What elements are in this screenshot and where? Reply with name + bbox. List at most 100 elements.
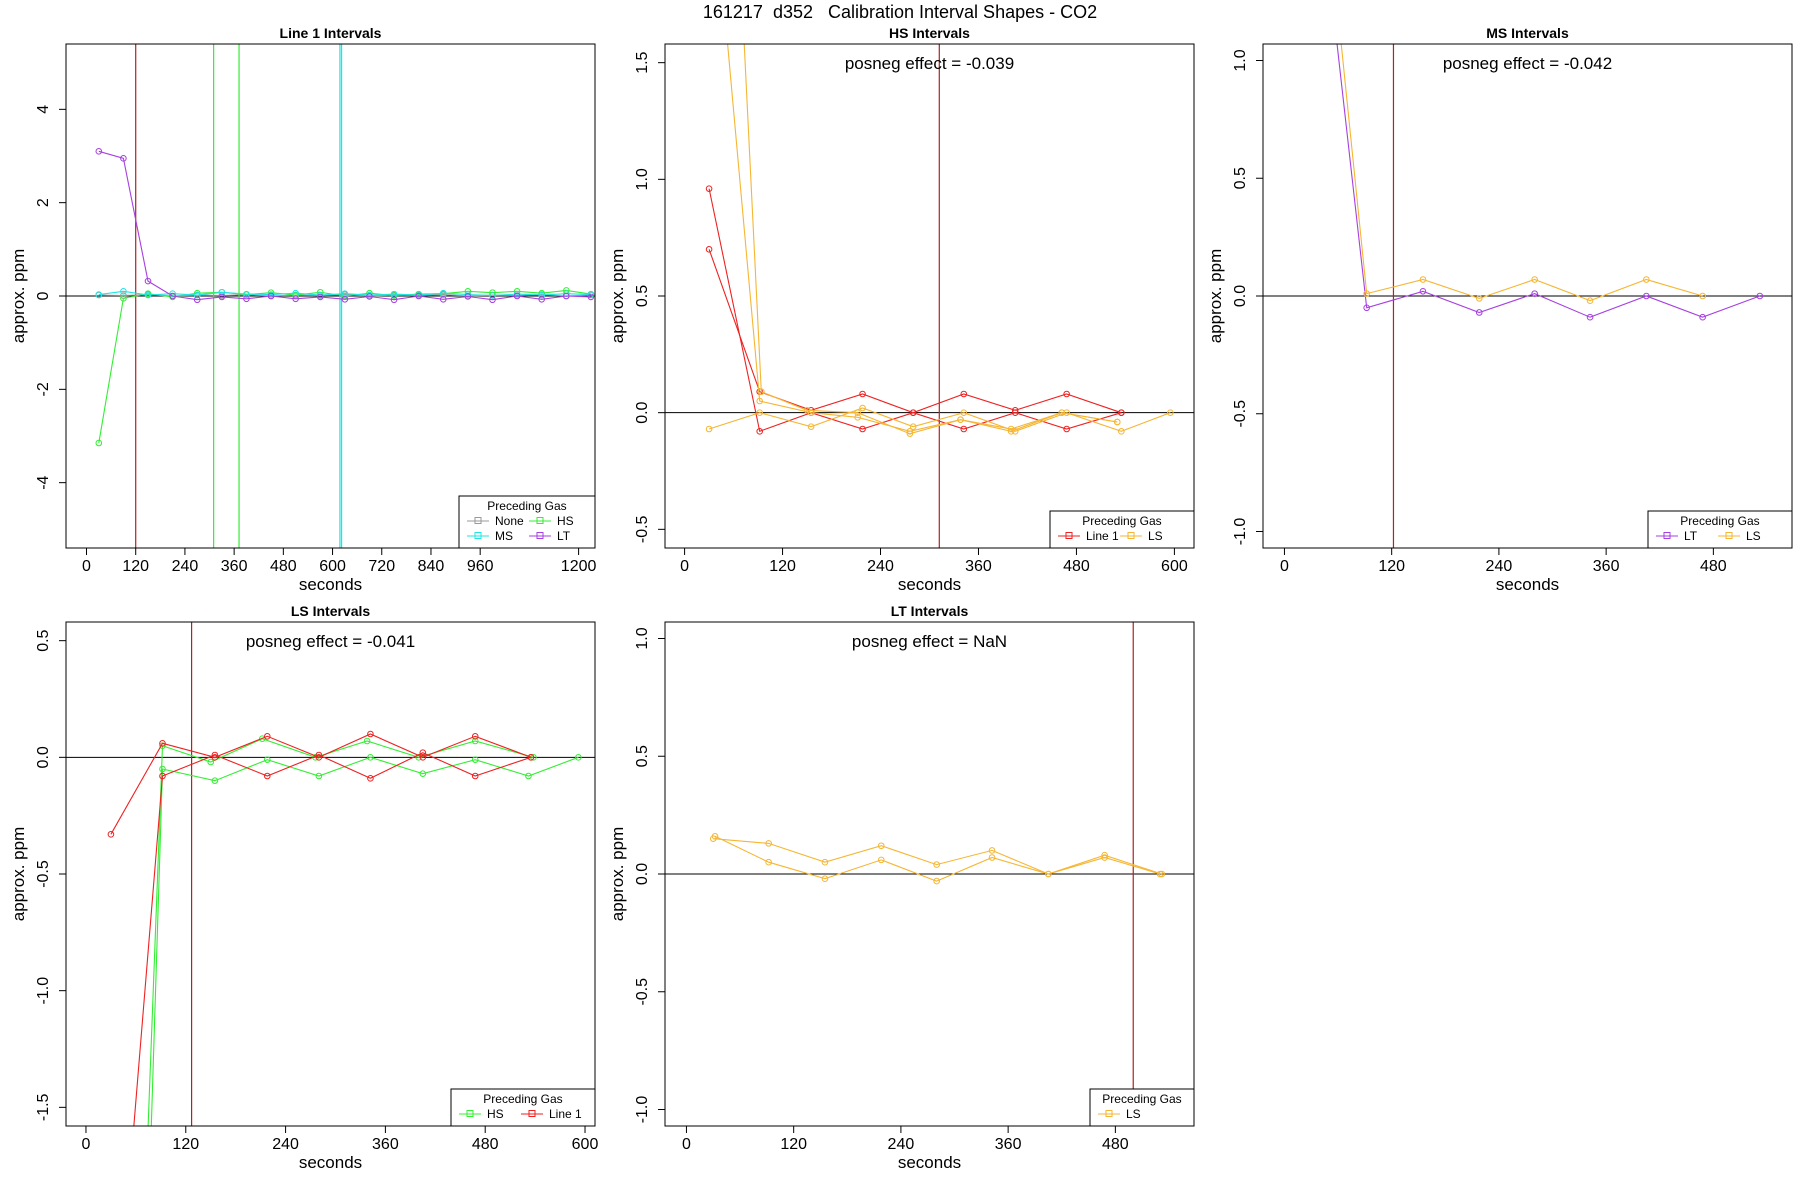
legend-box xyxy=(1049,510,1195,549)
data-point xyxy=(909,423,917,430)
data-point xyxy=(1118,428,1125,435)
data-point xyxy=(1531,290,1538,297)
data-point xyxy=(263,756,271,763)
x-tick-label: 0 xyxy=(82,1136,91,1153)
data-point xyxy=(120,155,127,162)
data-point xyxy=(1156,870,1164,878)
x-tick-label: 0 xyxy=(680,558,689,575)
y-tick-label: -4 xyxy=(35,475,52,489)
y-tick-label: 0.5 xyxy=(35,629,52,651)
legend-swatch-marker xyxy=(536,532,544,539)
data-point xyxy=(1113,418,1121,426)
x-axis-label: seconds xyxy=(299,1153,362,1172)
series-line xyxy=(714,835,1161,882)
data-point xyxy=(756,409,763,416)
data-point xyxy=(419,754,427,761)
data-point xyxy=(854,409,861,416)
data-point xyxy=(513,290,521,298)
data-point xyxy=(95,291,103,298)
data-point xyxy=(439,295,447,303)
data-point xyxy=(148,1140,154,1146)
x-tick-label: 960 xyxy=(467,558,494,575)
data-point xyxy=(859,404,866,412)
series-line xyxy=(98,150,591,301)
y-tick-label: 2 xyxy=(35,198,52,207)
data-point xyxy=(709,835,717,842)
x-tick-label: 0 xyxy=(1280,558,1289,575)
legend-swatch-marker xyxy=(536,517,544,524)
data-point xyxy=(756,397,763,405)
x-tick-label: 120 xyxy=(780,1136,807,1153)
y-tick-label: -1.0 xyxy=(1232,518,1249,546)
panel-2: HS Intervals 0 120 240 360 480 600 seconds -0.5 0… xyxy=(608,25,1195,594)
series-line xyxy=(98,290,591,297)
y-tick-label: 4 xyxy=(35,105,52,114)
data-point xyxy=(1475,295,1483,302)
legend-swatch-marker xyxy=(466,1110,474,1117)
data-point xyxy=(575,754,582,761)
data-point xyxy=(415,292,422,300)
y-tick-label: 1.0 xyxy=(634,168,651,190)
data-point xyxy=(390,296,398,304)
data-point xyxy=(471,756,479,763)
legend-title: Preceding Gas xyxy=(1680,514,1759,528)
legend-box xyxy=(458,495,596,549)
data-point xyxy=(1756,292,1764,300)
data-point xyxy=(218,288,226,296)
data-point xyxy=(211,777,219,784)
data-point xyxy=(527,754,535,761)
data-point xyxy=(765,858,772,866)
x-tick-label: 120 xyxy=(122,558,149,575)
data-point xyxy=(315,751,323,759)
data-point xyxy=(1363,304,1370,312)
plot-frame xyxy=(65,621,596,1127)
data-point xyxy=(562,292,570,300)
legend-entry: HS xyxy=(487,1107,504,1121)
data-point xyxy=(263,772,271,780)
y-axis-label: approx. ppm xyxy=(9,249,28,344)
x-tick-label: 240 xyxy=(888,1136,915,1153)
panel-4: LS Intervals 0 120 240 360 480 600 seconds -1.5 -… xyxy=(9,603,598,1172)
data-point xyxy=(159,772,166,780)
data-point xyxy=(1643,292,1650,300)
data-point xyxy=(471,733,479,740)
y-tick-label: -1.0 xyxy=(35,977,52,1005)
data-point xyxy=(988,854,996,861)
x-axis-label: seconds xyxy=(299,575,362,594)
data-point xyxy=(419,749,427,756)
posneg-annotation: posneg effect = -0.041 xyxy=(246,632,415,651)
data-point xyxy=(471,772,479,780)
y-tick-label: -0.5 xyxy=(634,978,651,1006)
panel-title: HS Intervals xyxy=(889,25,970,41)
x-tick-label: 360 xyxy=(965,558,992,575)
legend-swatch-marker xyxy=(1663,532,1671,539)
y-tick-label: -2 xyxy=(35,382,52,396)
legend-title: Preceding Gas xyxy=(487,499,566,513)
x-tick-label: 240 xyxy=(272,1136,299,1153)
legend-entry: Line 1 xyxy=(549,1107,582,1121)
data-point xyxy=(758,388,765,395)
x-tick-label: 480 xyxy=(472,1136,499,1153)
series-line xyxy=(708,249,1122,414)
data-point xyxy=(1007,428,1015,435)
plot-area xyxy=(1263,44,1792,548)
data-point xyxy=(1045,870,1052,878)
series-line xyxy=(147,738,534,1126)
data-point xyxy=(538,295,545,303)
data-point xyxy=(1363,290,1370,297)
x-tick-label: 0 xyxy=(82,558,91,575)
x-tick-label: 0 xyxy=(682,1136,691,1153)
x-tick-label: 480 xyxy=(1102,1136,1129,1153)
data-point xyxy=(705,246,713,253)
x-tick-label: 600 xyxy=(572,1136,599,1153)
posneg-annotation: posneg effect = -0.042 xyxy=(1443,54,1612,73)
panel-title: MS Intervals xyxy=(1486,25,1569,41)
legend-box xyxy=(1647,510,1793,549)
series-line xyxy=(150,756,579,1126)
panel-title: LS Intervals xyxy=(291,603,371,619)
x-tick-label: 360 xyxy=(372,1136,399,1153)
data-point xyxy=(821,875,829,883)
data-point xyxy=(159,740,166,747)
